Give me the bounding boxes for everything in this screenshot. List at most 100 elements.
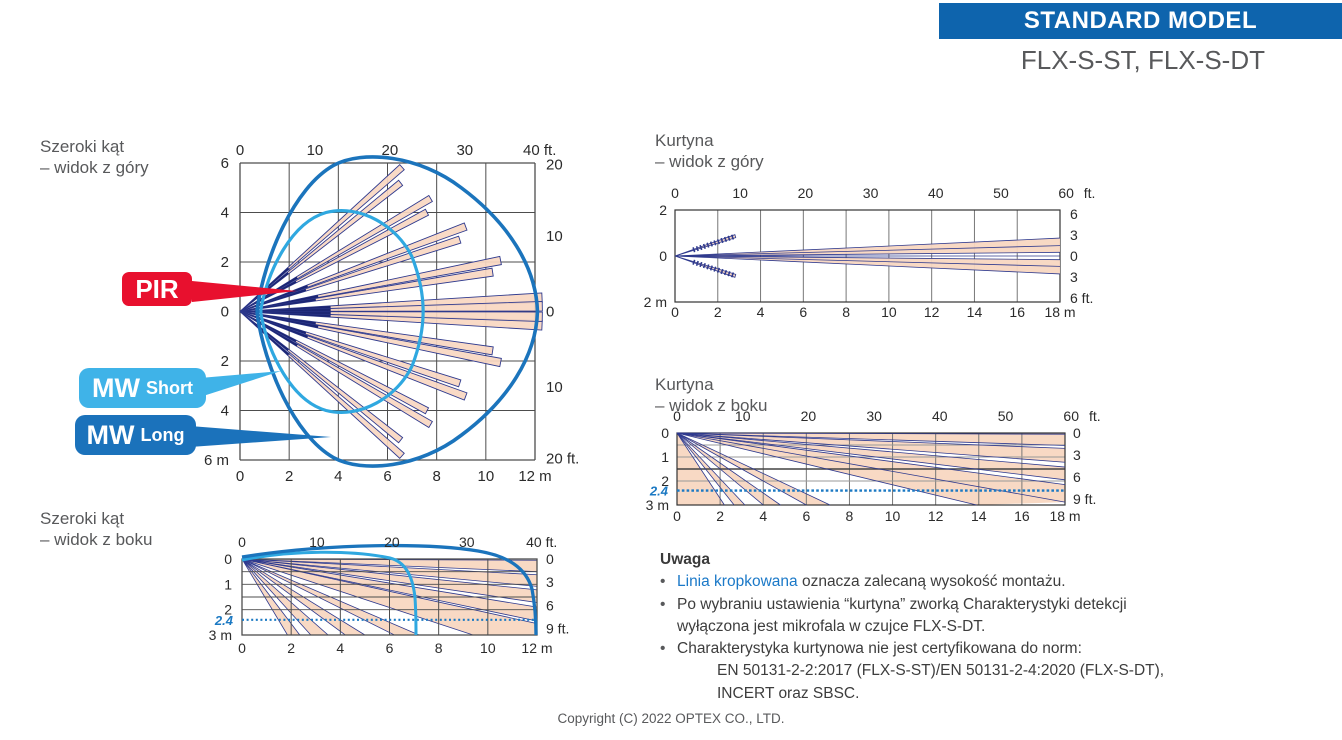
axis-label: 10 [732,185,748,201]
axis-label: 8 [842,304,850,320]
note-section: Uwaga • Linia kropkowana oznacza zalecaną… [660,549,1300,705]
axis-label: 40 ft. [523,142,556,159]
axis-label: 6 [386,640,394,656]
axis-label: 8 [432,468,440,485]
bullet-dot: • [660,640,666,658]
axis-label: 30 [866,408,882,424]
axis-label: 20 [384,534,400,550]
axis-label: 3 [1070,227,1078,243]
axis-label: 6 [1070,206,1078,222]
axis-label: 6 [383,468,391,485]
pir-label: PIR [122,272,192,306]
axis-label: 0 [221,304,229,321]
mw-long-label-arrow [190,426,331,447]
axis-label: 18 m [1044,304,1075,320]
axis-label: 2 [221,353,229,370]
pir-beam-core [240,305,331,312]
axis-label: 10 [309,534,325,550]
pir-beam-core [240,311,297,343]
note-bullet-2: • Po wybraniu ustawienia “kurtyna” zworką… [660,594,1300,616]
axis-label: 3 m [646,497,669,513]
axis-label: 12 m [518,468,551,485]
axis-label: 20 ft. [546,451,579,468]
bullet-dot: • [660,595,666,613]
mw-long-boundary-side [241,543,538,636]
axis-label: 10 [885,508,901,524]
mw-short-boundary-side [241,550,418,636]
axis-label: 30 [863,185,879,201]
dotted-line-reference: Linia kropkowana [677,573,798,591]
stub-beam-hatch [692,233,737,253]
axis-label: 60 [1063,408,1079,424]
axis-label: 0 [673,408,681,424]
axis-label: 2 [221,254,229,271]
pir-beam-core [240,311,331,318]
axis-label: 10 [477,468,494,485]
axis-label: 1 [224,576,232,592]
axis-label: 9 ft. [1073,491,1096,507]
curtain-beam-edge [676,432,1066,449]
axis-label: 2 [714,304,722,320]
axis-label: 40 ft. [526,534,557,550]
note-bullet-3-sub2: INCERT oraz SBSC. [717,684,860,702]
curtain-beam-edge [674,255,1061,267]
stub-beam [674,255,737,278]
axis-label: 6 [1073,469,1081,485]
axis-label: 20 [798,185,814,201]
axis-label: 4 [334,468,342,485]
axis-label: 0 [671,304,679,320]
mw-long-label: MW Long [75,415,196,455]
curtain-beam-edge [674,255,1061,275]
axis-label: 9 ft. [546,620,569,636]
axis-label: 40 [932,408,948,424]
axis-label: 6 m [204,452,229,469]
axis-label: 4 [757,304,765,320]
curtain-beam-edge [676,432,831,506]
axis-label: 3 [1070,269,1078,285]
axis-label: 20 [546,156,563,173]
axis-label: 12 [928,508,944,524]
axis-label: 6 [221,155,229,172]
curtain-beam-edge [676,432,764,506]
axis-label: 0 [661,425,669,441]
axis-label: 10 [480,640,496,656]
axis-label: 2 m [644,294,667,310]
pir-beam-core [240,276,298,312]
axis-label: 12 [924,304,940,320]
curtain-beam-edge [676,432,1066,446]
curtain-beam-edge [676,432,781,506]
curtain-beam-edge [674,237,1061,257]
pir-beam-core [240,311,331,315]
axis-label: ft. [1084,185,1096,201]
axis-label: 14 [967,304,983,320]
mount-height-label: 2.4 [214,613,234,628]
axis-label: 6 [799,304,807,320]
curtain-beam-edge [674,255,1061,261]
curtain-beam-edge [676,432,1066,468]
curtain-beam-edge [676,432,725,506]
axis-label: 0 [236,468,244,485]
axis-label: 30 [459,534,475,550]
curtain-beam-edge [676,432,977,506]
axis-label: 2 [661,473,669,489]
note-title: Uwaga [660,551,710,568]
chart-title-curtain-side: Kurtyna – widok z boku [655,375,768,415]
axis-label: 8 [846,508,854,524]
axis-label: 6 [546,597,554,613]
axis-label: 0 [671,185,679,201]
axis-label: 50 [993,185,1009,201]
axis-label: 6 [802,508,810,524]
axis-label: 3 [546,574,554,590]
axis-label: 0 [659,248,667,264]
coverage-gap [976,502,1065,505]
curtain-beam-edge [676,432,746,506]
curtain-beam-edge [676,432,735,506]
axis-label: 0 [1073,425,1081,441]
mw-short-boundary [259,209,425,414]
axis-label: 2 [659,202,667,218]
copyright-text: Copyright (C) 2022 OPTEX CO., LTD. [557,711,785,726]
mw-short-label-arrow [200,371,281,397]
axis-label: 2 [224,602,232,618]
axis-label: 0 [546,304,554,321]
